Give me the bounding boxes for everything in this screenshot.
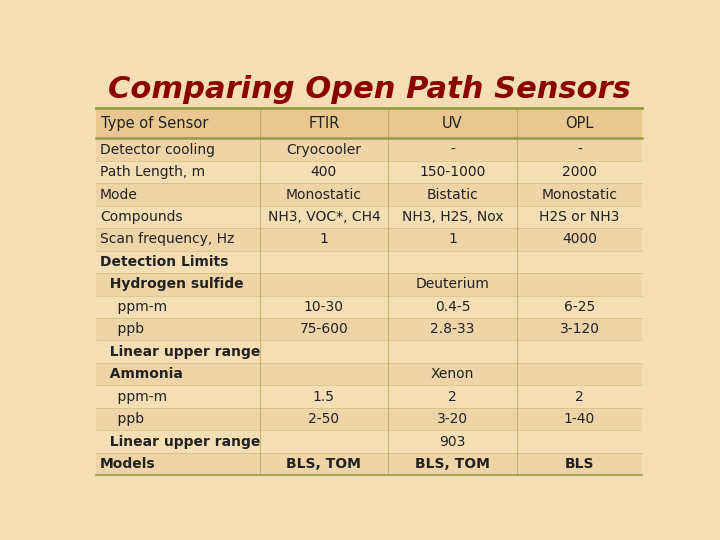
Text: 2: 2	[575, 389, 584, 403]
Text: Detector cooling: Detector cooling	[100, 143, 215, 157]
Text: 1: 1	[448, 232, 456, 246]
FancyBboxPatch shape	[96, 453, 642, 475]
Text: Type of Sensor: Type of Sensor	[101, 116, 208, 131]
Text: 400: 400	[311, 165, 337, 179]
FancyBboxPatch shape	[96, 138, 642, 161]
Text: Linear upper range: Linear upper range	[100, 435, 261, 449]
Text: Comparing Open Path Sensors: Comparing Open Path Sensors	[107, 75, 631, 104]
Text: UV: UV	[442, 116, 463, 131]
FancyBboxPatch shape	[96, 408, 642, 430]
Text: FTIR: FTIR	[308, 116, 340, 131]
Text: 2-50: 2-50	[308, 412, 339, 426]
Text: 2000: 2000	[562, 165, 597, 179]
Text: 903: 903	[439, 435, 466, 449]
Text: BLS, TOM: BLS, TOM	[287, 457, 361, 471]
Text: BLS, TOM: BLS, TOM	[415, 457, 490, 471]
Text: Mode: Mode	[100, 187, 138, 201]
FancyBboxPatch shape	[96, 228, 642, 251]
Text: Xenon: Xenon	[431, 367, 474, 381]
Text: H2S or NH3: H2S or NH3	[539, 210, 620, 224]
Text: -: -	[577, 143, 582, 157]
Text: 6-25: 6-25	[564, 300, 595, 314]
Text: -: -	[450, 143, 455, 157]
Text: 150-1000: 150-1000	[419, 165, 485, 179]
Text: 0.4-5: 0.4-5	[435, 300, 470, 314]
FancyBboxPatch shape	[96, 183, 642, 206]
Text: 10-30: 10-30	[304, 300, 344, 314]
Text: Compounds: Compounds	[100, 210, 183, 224]
Text: OPL: OPL	[565, 116, 594, 131]
Text: 1-40: 1-40	[564, 412, 595, 426]
Text: NH3, VOC*, CH4: NH3, VOC*, CH4	[268, 210, 380, 224]
FancyBboxPatch shape	[96, 273, 642, 295]
Text: Cryocooler: Cryocooler	[287, 143, 361, 157]
FancyBboxPatch shape	[96, 318, 642, 341]
Text: Path Length, m: Path Length, m	[100, 165, 205, 179]
Text: Ammonia: Ammonia	[100, 367, 183, 381]
Text: 1.5: 1.5	[313, 389, 335, 403]
Text: 2: 2	[448, 389, 456, 403]
Text: 75-600: 75-600	[300, 322, 348, 336]
Text: Models: Models	[100, 457, 156, 471]
Text: Linear upper range: Linear upper range	[100, 345, 261, 359]
Text: ppm-m: ppm-m	[100, 300, 167, 314]
Text: NH3, H2S, Nox: NH3, H2S, Nox	[402, 210, 503, 224]
FancyBboxPatch shape	[96, 363, 642, 386]
Text: BLS: BLS	[564, 457, 594, 471]
Text: Hydrogen sulfide: Hydrogen sulfide	[100, 278, 243, 292]
Text: ppb: ppb	[100, 412, 144, 426]
FancyBboxPatch shape	[96, 109, 642, 138]
Text: 3-120: 3-120	[559, 322, 600, 336]
Text: Bistatic: Bistatic	[426, 187, 478, 201]
Text: Scan frequency, Hz: Scan frequency, Hz	[100, 232, 234, 246]
Text: Monostatic: Monostatic	[286, 187, 362, 201]
Text: 2.8-33: 2.8-33	[431, 322, 474, 336]
Text: ppm-m: ppm-m	[100, 389, 167, 403]
Text: 3-20: 3-20	[437, 412, 468, 426]
Text: Monostatic: Monostatic	[541, 187, 618, 201]
Text: Detection Limits: Detection Limits	[100, 255, 228, 269]
Text: 4000: 4000	[562, 232, 597, 246]
Text: 1: 1	[320, 232, 328, 246]
Text: Deuterium: Deuterium	[415, 278, 490, 292]
Text: ppb: ppb	[100, 322, 144, 336]
